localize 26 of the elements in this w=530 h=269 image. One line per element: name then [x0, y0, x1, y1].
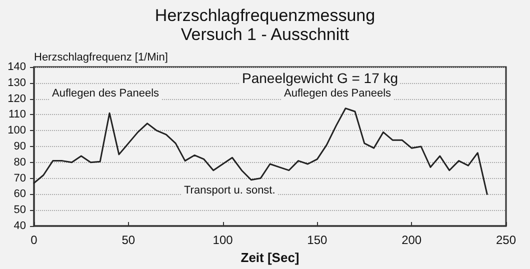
x-tick-label: 200 [402, 233, 422, 247]
y-tick-label: 80 [14, 156, 26, 168]
line-series [33, 108, 488, 195]
x-tick-label: 100 [212, 233, 234, 247]
y-tick-label: 60 [14, 188, 26, 200]
y-tick-label: 50 [14, 204, 26, 216]
annotation: Auflegen des Paneels [52, 88, 160, 100]
x-tick-label: 0 [30, 233, 38, 247]
chart-subtitle: Versuch 1 - Ausschnitt [180, 25, 350, 44]
y-tick-label: 100 [8, 124, 26, 137]
y-tick-label: 130 [8, 76, 26, 89]
annotation: Auflegen des Paneels [284, 88, 392, 100]
chart-title: Herzschlagfrequenzmessung [154, 6, 376, 25]
annotation: Paneelgewicht G = 17 kg [242, 70, 398, 86]
y-tick-label: 40 [14, 220, 26, 232]
x-tick-label: 150 [307, 233, 328, 247]
y-tick-label: 140 [8, 61, 26, 73]
x-tick-label: 50 [122, 233, 136, 247]
y-tick-label: 110 [8, 108, 26, 121]
annotation: Transport u. sonst. [184, 184, 276, 196]
y-tick-label: 70 [14, 172, 26, 184]
y-axis-title: Herzschlagfrequenz [1/Min] [34, 52, 168, 64]
y-tick-label: 90 [14, 140, 26, 152]
x-axis-title: Zeit [Sec] [240, 250, 300, 265]
x-tick-label: 250 [496, 233, 516, 247]
y-tick-label: 120 [8, 92, 26, 105]
